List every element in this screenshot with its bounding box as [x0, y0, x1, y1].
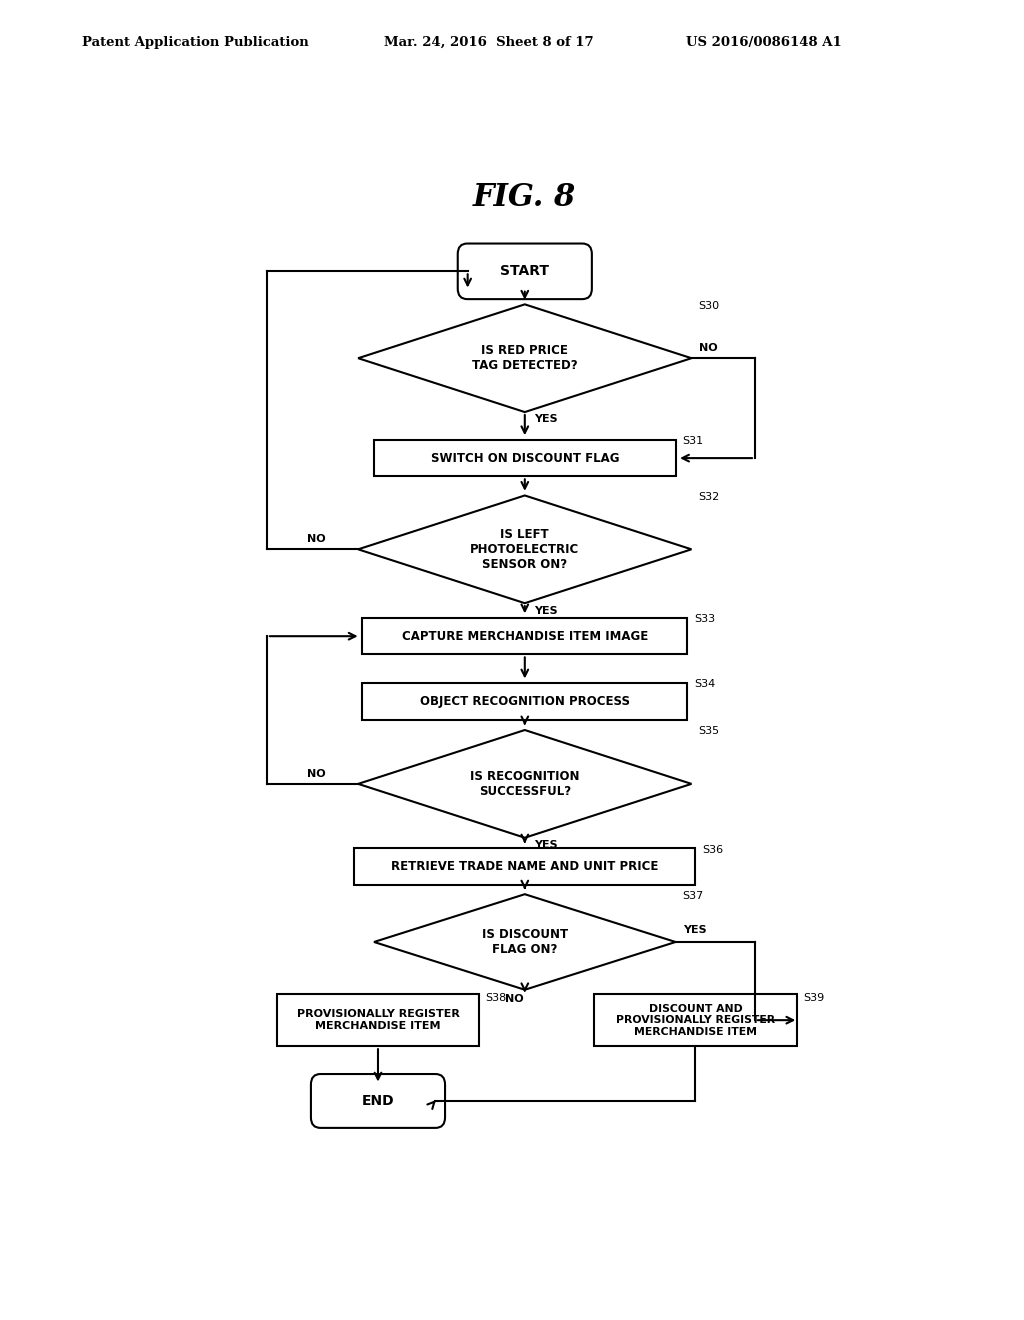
- Bar: [362, 684, 687, 719]
- Polygon shape: [358, 730, 691, 838]
- Text: YES: YES: [535, 414, 558, 425]
- Text: CAPTURE MERCHANDISE ITEM IMAGE: CAPTURE MERCHANDISE ITEM IMAGE: [401, 630, 648, 643]
- Text: S39: S39: [803, 993, 824, 1003]
- Text: Mar. 24, 2016  Sheet 8 of 17: Mar. 24, 2016 Sheet 8 of 17: [384, 36, 594, 49]
- Text: S35: S35: [697, 726, 719, 737]
- Polygon shape: [358, 305, 691, 412]
- Text: S32: S32: [697, 492, 719, 502]
- Text: OBJECT RECOGNITION PROCESS: OBJECT RECOGNITION PROCESS: [420, 694, 630, 708]
- Text: YES: YES: [684, 925, 708, 936]
- Text: S37: S37: [682, 891, 703, 900]
- Text: PROVISIONALLY REGISTER
MERCHANDISE ITEM: PROVISIONALLY REGISTER MERCHANDISE ITEM: [297, 1010, 460, 1031]
- Text: NO: NO: [306, 770, 326, 779]
- Bar: [276, 994, 479, 1047]
- Text: YES: YES: [535, 840, 558, 850]
- Text: S34: S34: [694, 680, 715, 689]
- Bar: [362, 618, 687, 655]
- Text: S33: S33: [694, 614, 715, 624]
- Bar: [354, 849, 695, 884]
- Text: US 2016/0086148 A1: US 2016/0086148 A1: [686, 36, 842, 49]
- Text: FIG. 8: FIG. 8: [473, 182, 577, 213]
- Text: S31: S31: [682, 436, 703, 446]
- Text: END: END: [361, 1094, 394, 1107]
- Text: START: START: [501, 264, 549, 279]
- Text: Patent Application Publication: Patent Application Publication: [82, 36, 308, 49]
- Bar: [374, 440, 676, 477]
- Text: NO: NO: [306, 535, 326, 544]
- Text: IS RED PRICE
TAG DETECTED?: IS RED PRICE TAG DETECTED?: [472, 345, 578, 372]
- Polygon shape: [374, 894, 676, 990]
- Polygon shape: [358, 495, 691, 603]
- Text: S36: S36: [701, 845, 723, 854]
- Text: S38: S38: [485, 993, 507, 1003]
- Text: S30: S30: [697, 301, 719, 310]
- Text: YES: YES: [535, 606, 558, 615]
- Bar: [594, 994, 797, 1047]
- Text: DISCOUNT AND
PROVISIONALLY REGISTER
MERCHANDISE ITEM: DISCOUNT AND PROVISIONALLY REGISTER MERC…: [615, 1003, 775, 1036]
- Text: NO: NO: [699, 343, 718, 354]
- Text: SWITCH ON DISCOUNT FLAG: SWITCH ON DISCOUNT FLAG: [430, 451, 620, 465]
- Text: IS RECOGNITION
SUCCESSFUL?: IS RECOGNITION SUCCESSFUL?: [470, 770, 580, 797]
- FancyBboxPatch shape: [311, 1074, 445, 1127]
- Text: IS LEFT
PHOTOELECTRIC
SENSOR ON?: IS LEFT PHOTOELECTRIC SENSOR ON?: [470, 528, 580, 570]
- Text: RETRIEVE TRADE NAME AND UNIT PRICE: RETRIEVE TRADE NAME AND UNIT PRICE: [391, 859, 658, 873]
- Text: NO: NO: [505, 994, 523, 1005]
- FancyBboxPatch shape: [458, 243, 592, 300]
- Text: IS DISCOUNT
FLAG ON?: IS DISCOUNT FLAG ON?: [481, 928, 568, 956]
